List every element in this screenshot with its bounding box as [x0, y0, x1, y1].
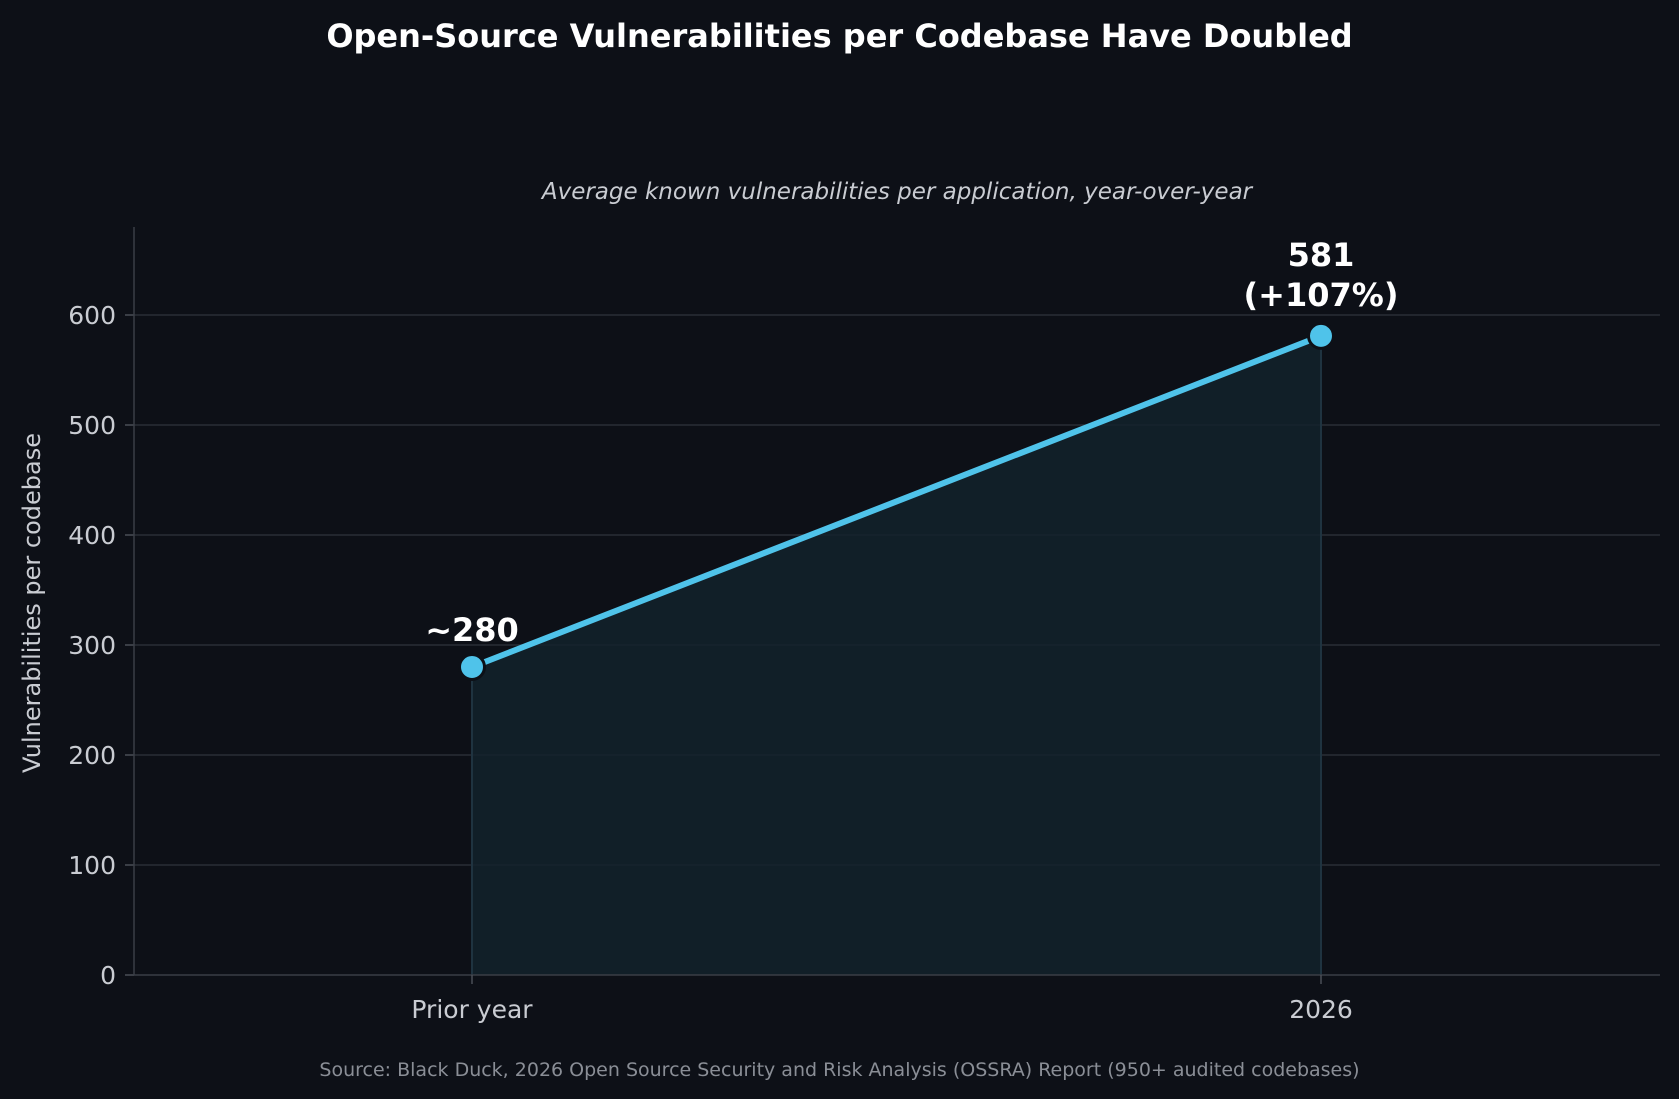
source-note: Source: Black Duck, 2026 Open Source Sec… — [319, 1059, 1359, 1081]
y-tick-label: 400 — [68, 521, 116, 550]
data-point — [458, 653, 486, 681]
series-line — [469, 332, 1324, 670]
data-point — [1307, 321, 1335, 350]
y-axis-label: Vulnerabilities per codebase — [18, 433, 46, 773]
y-tick-labels: 0 100 200 300 400 500 600 — [68, 301, 116, 990]
chart-subtitle: Average known vulnerabilities per applic… — [540, 179, 1254, 205]
x-tick-label: 2026 — [1289, 995, 1353, 1024]
y-tick-label: 200 — [68, 741, 116, 770]
y-tick-label: 500 — [68, 411, 116, 440]
data-labels: ~280 581(+107%) — [425, 236, 1398, 649]
y-tick-label: 300 — [68, 631, 116, 660]
y-tick-label: 100 — [68, 851, 116, 880]
data-label: 581 — [1288, 236, 1355, 274]
area-fill — [472, 335, 1321, 975]
data-label: ~280 — [425, 611, 519, 649]
data-points — [458, 321, 1335, 681]
series-line-group — [469, 332, 1324, 670]
data-label-change: (+107%) — [1244, 276, 1399, 314]
x-tick-labels: Prior year 2026 — [411, 995, 1352, 1024]
area-fill-group — [471, 335, 1322, 975]
x-tick-label: Prior year — [411, 995, 533, 1024]
y-tick-label: 600 — [68, 301, 116, 330]
chart-title: Open-Source Vulnerabilities per Codebase… — [326, 17, 1352, 55]
y-tick-label: 0 — [100, 961, 116, 990]
axes — [125, 227, 1660, 984]
